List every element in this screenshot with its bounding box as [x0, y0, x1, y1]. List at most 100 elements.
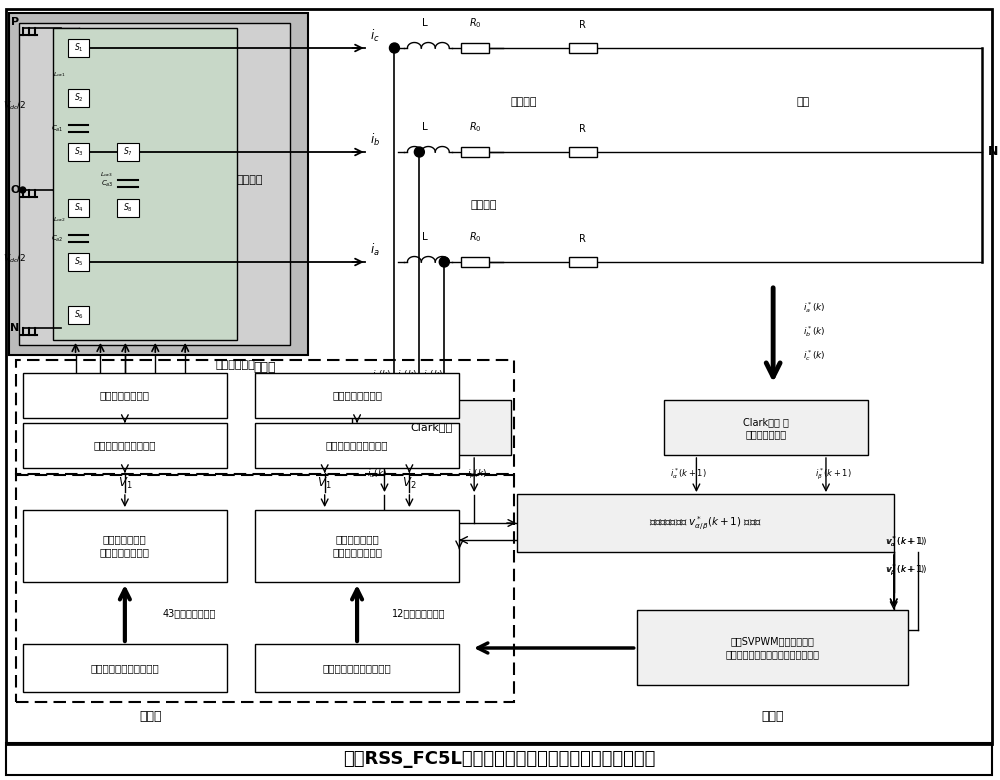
- FancyBboxPatch shape: [117, 199, 139, 217]
- Text: $C_{a2}$: $C_{a2}$: [51, 233, 64, 243]
- Text: $v^*_\beta(k+1)$: $v^*_\beta(k+1)$: [886, 562, 925, 578]
- Text: 43个待选单矢量组: 43个待选单矢量组: [162, 608, 216, 618]
- FancyBboxPatch shape: [461, 257, 489, 267]
- FancyBboxPatch shape: [23, 644, 227, 692]
- Text: 三相RSS_FC5L逆变器的混合单双矢量模型预测控制方法: 三相RSS_FC5L逆变器的混合单双矢量模型预测控制方法: [343, 750, 655, 768]
- Text: $i^*_\alpha(k+1)$: $i^*_\alpha(k+1)$: [670, 466, 707, 481]
- FancyBboxPatch shape: [461, 147, 489, 157]
- Text: $S_7$: $S_7$: [123, 146, 133, 158]
- Text: 采样电流: 采样电流: [471, 200, 497, 210]
- FancyBboxPatch shape: [23, 373, 227, 418]
- FancyBboxPatch shape: [9, 13, 308, 355]
- Text: 双矢量组冗余矢量选择: 双矢量组冗余矢量选择: [326, 441, 388, 451]
- Text: $i_a(k)$: $i_a(k)$: [423, 369, 443, 381]
- Text: O: O: [10, 185, 19, 195]
- FancyBboxPatch shape: [68, 89, 89, 107]
- FancyBboxPatch shape: [255, 510, 459, 582]
- Text: $v^*_\beta(k+1)$: $v^*_\beta(k+1)$: [885, 562, 927, 578]
- Text: $R_0$: $R_0$: [469, 16, 482, 30]
- Text: $i^*_c(k)$: $i^*_c(k)$: [803, 349, 826, 363]
- FancyBboxPatch shape: [68, 143, 89, 161]
- Text: 飞跨电容电压平衡: 飞跨电容电压平衡: [332, 391, 382, 400]
- Text: $i^*_b(k)$: $i^*_b(k)$: [803, 324, 826, 339]
- Text: $R_0$: $R_0$: [469, 230, 482, 244]
- FancyBboxPatch shape: [23, 423, 227, 468]
- Text: N: N: [10, 323, 19, 333]
- Text: $L_{ca3}$: $L_{ca3}$: [100, 171, 113, 179]
- Text: Clark变换 与
拉格朗日外推法: Clark变换 与 拉格朗日外推法: [743, 417, 789, 439]
- Text: $S_1$: $S_1$: [74, 42, 83, 55]
- Text: L: L: [422, 18, 428, 28]
- FancyBboxPatch shape: [255, 423, 459, 468]
- Text: $L_{ca1}$: $L_{ca1}$: [53, 70, 66, 80]
- Text: P: P: [11, 17, 19, 27]
- Text: $v^*_\alpha(k+1)$: $v^*_\alpha(k+1)$: [885, 534, 927, 549]
- FancyBboxPatch shape: [517, 494, 894, 552]
- Text: $i_a$: $i_a$: [370, 242, 379, 258]
- FancyBboxPatch shape: [68, 306, 89, 324]
- Text: $v^*_\alpha(k+1)$: $v^*_\alpha(k+1)$: [886, 534, 925, 549]
- Circle shape: [389, 43, 399, 53]
- Text: $S_6$: $S_6$: [74, 309, 84, 321]
- Text: $V_{dc}/2$: $V_{dc}/2$: [3, 100, 26, 112]
- FancyBboxPatch shape: [255, 644, 459, 692]
- Text: 输出电流: 输出电流: [237, 175, 263, 185]
- Text: 步骤三: 步骤三: [254, 361, 276, 374]
- Text: L: L: [422, 232, 428, 242]
- Text: $V_2$: $V_2$: [402, 476, 417, 491]
- Text: $S_8$: $S_8$: [123, 202, 133, 215]
- FancyBboxPatch shape: [19, 23, 290, 345]
- Text: 负载: 负载: [796, 97, 810, 107]
- Text: $S_4$: $S_4$: [74, 202, 83, 215]
- Text: $C_{a1}$: $C_{a1}$: [51, 123, 64, 133]
- Text: N: N: [987, 146, 998, 158]
- FancyBboxPatch shape: [664, 400, 868, 455]
- Text: 步骤一: 步骤一: [761, 710, 783, 722]
- Text: $V_1$: $V_1$: [317, 476, 332, 491]
- Text: L: L: [422, 122, 428, 132]
- Text: R: R: [579, 234, 586, 244]
- FancyBboxPatch shape: [117, 143, 139, 161]
- Text: 单矢量组冗余矢量选择: 单矢量组冗余矢量选择: [94, 441, 156, 451]
- Text: 基于单矢量组的
模型预测价值函数: 基于单矢量组的 模型预测价值函数: [100, 534, 150, 558]
- FancyBboxPatch shape: [352, 400, 511, 455]
- FancyBboxPatch shape: [68, 253, 89, 271]
- Text: 开关触发脉冲: 开关触发脉冲: [215, 360, 255, 370]
- Text: $i_b(k)$: $i_b(k)$: [397, 369, 418, 381]
- Circle shape: [414, 147, 424, 157]
- Text: $S_3$: $S_3$: [74, 146, 83, 158]
- Text: $i^*_\beta(k+1)$: $i^*_\beta(k+1)$: [815, 466, 851, 482]
- FancyBboxPatch shape: [569, 147, 597, 157]
- Text: 基于扇区的待选单矢量组: 基于扇区的待选单矢量组: [90, 663, 159, 673]
- Text: R: R: [579, 20, 586, 30]
- Text: 基于SVPWM扇区划分方式
分别划定单矢量和双矢量的合成区域: 基于SVPWM扇区划分方式 分别划定单矢量和双矢量的合成区域: [725, 636, 819, 659]
- Text: $i_b$: $i_b$: [370, 132, 380, 148]
- Text: $R_0$: $R_0$: [469, 120, 482, 134]
- Text: 飞跨电容电压平衡: 飞跨电容电压平衡: [100, 391, 150, 400]
- FancyBboxPatch shape: [637, 610, 908, 685]
- FancyBboxPatch shape: [569, 43, 597, 53]
- Text: $i_c$: $i_c$: [370, 28, 379, 44]
- Text: $V_1$: $V_1$: [118, 476, 132, 491]
- Circle shape: [439, 257, 449, 267]
- Text: $i_\beta(k)$: $i_\beta(k)$: [467, 467, 487, 480]
- Text: $S_2$: $S_2$: [74, 92, 83, 105]
- Text: $i_\alpha(k)$: $i_\alpha(k)$: [367, 468, 388, 480]
- Text: $V_{dc}/2$: $V_{dc}/2$: [3, 253, 26, 265]
- Text: 基于扇区的待选双矢量组: 基于扇区的待选双矢量组: [323, 663, 391, 673]
- FancyBboxPatch shape: [23, 510, 227, 582]
- FancyBboxPatch shape: [68, 39, 89, 57]
- FancyBboxPatch shape: [569, 257, 597, 267]
- Text: 12个待选双矢量组: 12个待选双矢量组: [391, 608, 445, 618]
- Text: $C_{a3}$: $C_{a3}$: [101, 179, 113, 189]
- Text: $S_5$: $S_5$: [74, 256, 83, 268]
- Circle shape: [20, 187, 26, 193]
- Text: $L_{ca2}$: $L_{ca2}$: [53, 215, 66, 225]
- FancyBboxPatch shape: [53, 28, 237, 340]
- Text: 步骤二: 步骤二: [139, 710, 162, 722]
- Text: 预测的参考电压 $v^*_{\alpha/\beta}(k+1)$ 的计算: 预测的参考电压 $v^*_{\alpha/\beta}(k+1)$ 的计算: [649, 514, 762, 532]
- Text: $i_c(k)$: $i_c(k)$: [372, 369, 391, 381]
- Text: Clark变换: Clark变换: [410, 423, 452, 432]
- FancyBboxPatch shape: [461, 43, 489, 53]
- Text: R: R: [579, 124, 586, 134]
